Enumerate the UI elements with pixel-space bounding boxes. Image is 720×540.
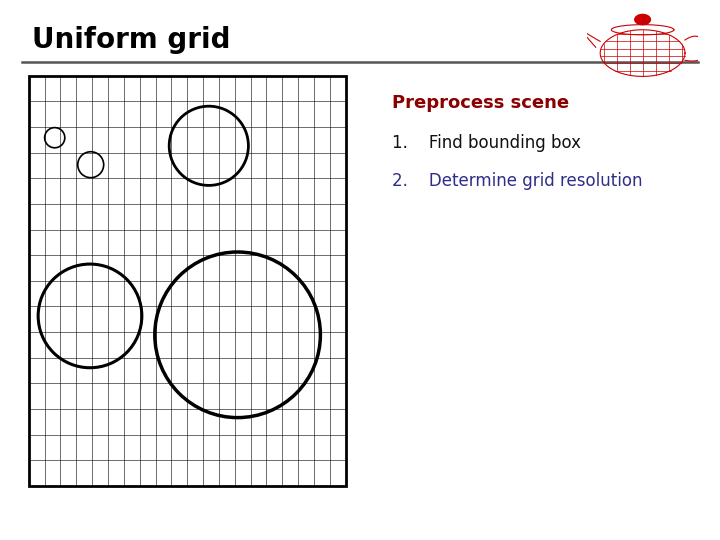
Polygon shape <box>635 15 650 25</box>
Bar <box>29 76 346 486</box>
Text: Preprocess scene: Preprocess scene <box>392 93 570 112</box>
Text: 2.    Determine grid resolution: 2. Determine grid resolution <box>392 172 643 190</box>
Text: 1.    Find bounding box: 1. Find bounding box <box>392 134 582 152</box>
Text: Uniform grid: Uniform grid <box>32 26 231 55</box>
